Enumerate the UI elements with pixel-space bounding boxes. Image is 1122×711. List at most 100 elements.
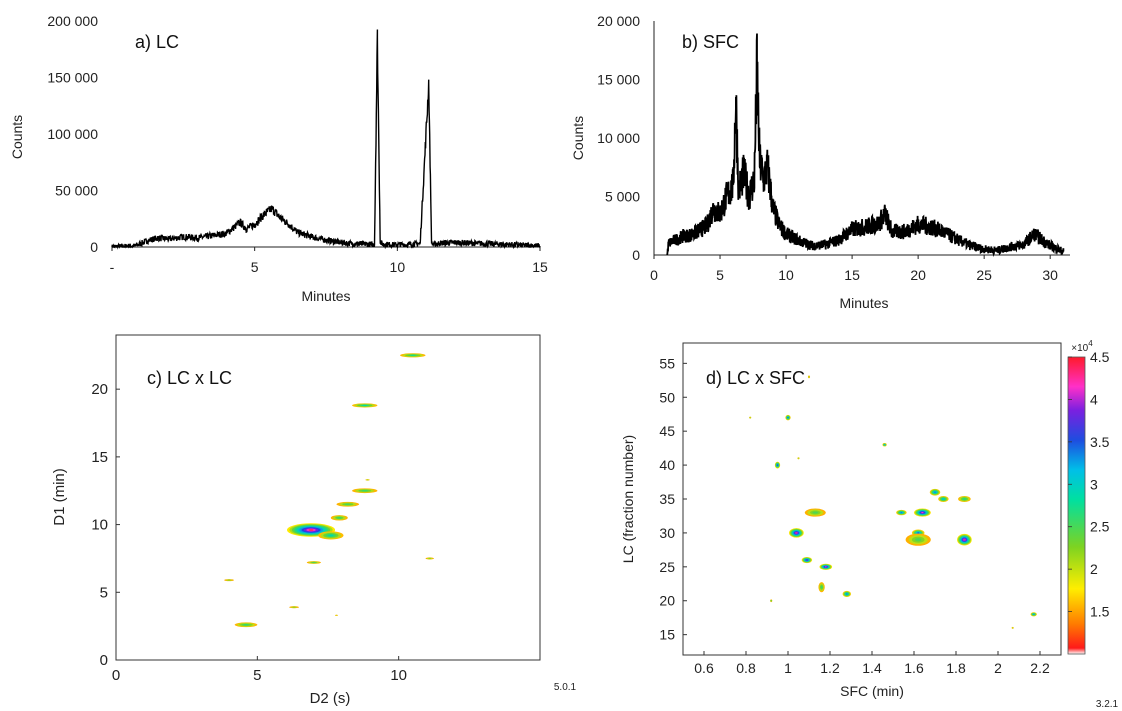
panel-d-spot <box>818 582 825 593</box>
colorbar-tick-label: 3 <box>1090 476 1098 492</box>
colorbar <box>1067 356 1086 655</box>
colorbar-tick-label: 4 <box>1090 391 1098 407</box>
panel-d-spot <box>807 375 811 379</box>
panel-d-footnote: 3.2.1 <box>1096 699 1119 710</box>
panel-c-spot <box>335 614 338 616</box>
panel-c-xlabel: D2 (s) <box>310 690 351 707</box>
panel-d-spot <box>774 461 781 469</box>
colorbar-multiplier: ×104 <box>1071 339 1093 354</box>
panel-d-ylabel: LC (fraction number) <box>620 435 636 563</box>
panel-d-spots <box>749 375 1037 629</box>
panel-d-spot <box>789 528 804 538</box>
panel-d-spot <box>797 457 800 460</box>
panel-c-x-tick-label: 5 <box>253 667 261 684</box>
panel-b-x-tick-label: 0 <box>650 267 658 283</box>
panel-c-y-tick-label: 20 <box>91 381 108 398</box>
panel-a-y-ticks: 0 50 000 100 000 150 000 200 000 <box>47 13 98 255</box>
panel-d-spot <box>905 533 931 546</box>
panel-d-spot <box>770 599 773 603</box>
panel-b-y-tick-label: 0 <box>632 247 640 263</box>
panel-c-spot <box>306 561 321 564</box>
panel-c-spot <box>400 353 426 358</box>
panel-c-ylabel: D1 (min) <box>51 468 68 526</box>
panel-a-x-tick-label: 10 <box>390 259 406 275</box>
colorbar-tick-label: 2.5 <box>1090 519 1110 535</box>
panel-c-plot-frame <box>115 334 541 661</box>
panel-c-spot <box>224 579 235 582</box>
panel-c-y-tick-label: 0 <box>100 652 108 669</box>
panel-c-spot <box>365 479 370 481</box>
panel-c-x-tick-label: 0 <box>112 667 120 684</box>
panel-d-x-tick-label: 1.4 <box>862 660 882 676</box>
panel-b-x-tick-label: 10 <box>778 267 794 283</box>
panel-c-title: c) LC x LC <box>147 368 232 388</box>
panel-d-y-ticks: 15 20 25 30 35 40 45 50 55 <box>659 355 687 643</box>
panel-c-y-tick-label: 15 <box>91 449 108 466</box>
panel-d-spot <box>896 509 907 516</box>
panel-a-y-tick-label: 100 000 <box>47 126 98 142</box>
panel-b-ylabel: Counts <box>570 116 586 160</box>
panel-d-plot-frame <box>682 342 1062 656</box>
panel-c-y-tick-label: 5 <box>100 584 108 601</box>
panel-b-sfc-chromatogram: b) SFC Minutes Counts 0 5 10 15 20 25 30 0 5 00… <box>570 13 1070 311</box>
panel-d-spot <box>1011 626 1014 629</box>
panel-b-x-tick-label: 20 <box>910 267 926 283</box>
panel-c-lcxlc-contour: c) LC x LC D2 (s) D1 (min) 0 5 10 0 5 10 15 20… <box>51 334 577 707</box>
panel-a-x-tick-label: 5 <box>251 259 259 275</box>
panel-a-x-ticks: - 5 10 15 <box>110 247 548 275</box>
panel-c-footnote: 5.0.1 <box>554 682 577 693</box>
colorbar-tick-label: 2 <box>1090 561 1098 577</box>
panel-b-y-tick-label: 20 000 <box>597 13 640 29</box>
panel-d-spot <box>785 414 791 421</box>
panel-b-x-tick-label: 30 <box>1042 267 1058 283</box>
panel-b-xlabel: Minutes <box>839 295 888 311</box>
colorbar-tick-label: 3.5 <box>1090 434 1110 450</box>
panel-d-x-tick-label: 1 <box>784 660 792 676</box>
panel-c-y-ticks: 0 5 10 15 20 <box>91 381 120 669</box>
panel-b-y-tick-label: 5 000 <box>605 189 640 205</box>
panel-c-spot <box>289 606 300 609</box>
panel-d-title: d) LC x SFC <box>706 368 805 388</box>
panel-d-y-tick-label: 35 <box>659 491 675 507</box>
panel-d-y-tick-label: 55 <box>659 355 675 371</box>
panel-d-y-tick-label: 15 <box>659 627 675 643</box>
panel-c-spot <box>234 622 258 628</box>
panel-c-spot <box>352 488 378 494</box>
panel-d-spot <box>929 488 941 496</box>
panel-d-spot <box>914 508 931 517</box>
panel-d-y-tick-label: 25 <box>659 559 675 575</box>
colorbar-ticks: 1.5 2 2.5 3 3.5 4 4.5 <box>1068 349 1110 620</box>
panel-d-spot <box>804 508 826 517</box>
panel-a-y-tick-label: 200 000 <box>47 13 98 29</box>
panel-b-y-tick-label: 15 000 <box>597 72 640 88</box>
panel-d-spot <box>801 556 813 564</box>
panel-d-y-tick-label: 30 <box>659 525 675 541</box>
panel-b-y-tick-label: 10 000 <box>597 130 640 146</box>
panel-d-x-tick-label: 0.8 <box>736 660 756 676</box>
panel-b-title: b) SFC <box>682 32 739 52</box>
panel-a-xlabel: Minutes <box>301 288 350 304</box>
panel-b-y-ticks: 0 5 000 10 000 15 000 20 000 <box>597 13 640 263</box>
panel-d-spot <box>819 563 833 570</box>
panel-a-ylabel: Counts <box>9 115 25 159</box>
panel-d-y-tick-label: 50 <box>659 389 675 405</box>
panel-a-x-tick-label: - <box>110 259 115 275</box>
panel-b-x-tick-label: 15 <box>844 267 860 283</box>
panel-d-x-tick-label: 1.2 <box>820 660 840 676</box>
panel-d-spot <box>938 495 949 503</box>
panel-b-series-line <box>666 33 1065 258</box>
panel-d-spot <box>957 533 972 546</box>
panel-c-spot <box>318 531 344 540</box>
panel-d-spot <box>1030 612 1037 617</box>
panel-c-spots <box>224 353 435 628</box>
panel-c-spot <box>336 501 360 507</box>
panel-c-x-ticks: 0 5 10 <box>112 656 407 684</box>
panel-a-y-tick-label: 150 000 <box>47 70 98 86</box>
panel-c-spot <box>352 403 378 408</box>
panel-d-spot <box>958 495 971 503</box>
panel-c-spot <box>330 515 348 521</box>
panel-b-x-ticks: 0 5 10 15 20 25 30 <box>650 255 1058 283</box>
panel-a-y-tick-label: 50 000 <box>55 183 98 199</box>
panel-d-spot <box>749 416 752 419</box>
